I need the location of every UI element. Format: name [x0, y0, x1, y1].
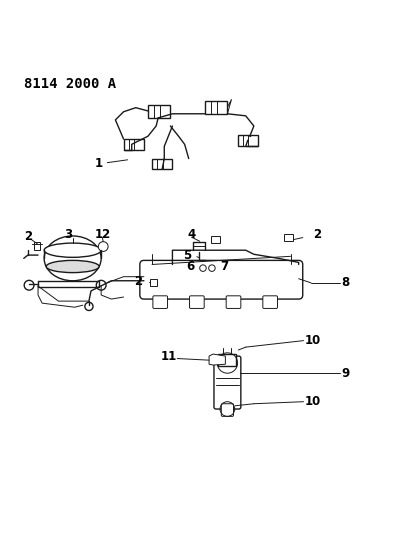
Text: 2: 2	[133, 274, 142, 288]
Circle shape	[98, 241, 108, 252]
Text: 1: 1	[95, 157, 103, 171]
Polygon shape	[209, 354, 225, 365]
FancyBboxPatch shape	[204, 101, 227, 114]
FancyBboxPatch shape	[226, 296, 240, 309]
Ellipse shape	[44, 236, 101, 281]
Text: 5: 5	[183, 249, 191, 262]
FancyBboxPatch shape	[148, 105, 170, 118]
FancyBboxPatch shape	[221, 403, 233, 416]
Text: 8: 8	[341, 276, 349, 289]
Text: 4: 4	[187, 228, 195, 241]
FancyBboxPatch shape	[189, 296, 204, 309]
Text: 6: 6	[185, 260, 193, 273]
Text: 9: 9	[341, 367, 349, 379]
Ellipse shape	[46, 261, 99, 272]
FancyBboxPatch shape	[123, 139, 144, 150]
FancyBboxPatch shape	[34, 242, 40, 250]
Circle shape	[24, 280, 34, 290]
FancyBboxPatch shape	[213, 356, 240, 409]
Ellipse shape	[44, 243, 101, 257]
Text: 10: 10	[304, 395, 320, 408]
FancyBboxPatch shape	[218, 354, 236, 366]
Text: 3: 3	[64, 228, 72, 241]
FancyBboxPatch shape	[211, 236, 220, 243]
FancyBboxPatch shape	[152, 159, 172, 169]
Text: 11: 11	[160, 350, 176, 364]
FancyBboxPatch shape	[284, 234, 293, 241]
FancyBboxPatch shape	[139, 261, 302, 299]
Text: 2: 2	[24, 230, 32, 243]
Text: 10: 10	[304, 334, 320, 347]
Text: 7: 7	[220, 260, 228, 273]
Text: 2: 2	[312, 228, 320, 241]
FancyBboxPatch shape	[153, 296, 167, 309]
Text: 12: 12	[94, 228, 110, 241]
Circle shape	[208, 265, 215, 271]
Circle shape	[96, 280, 106, 290]
FancyBboxPatch shape	[150, 279, 157, 286]
Circle shape	[85, 302, 93, 311]
FancyBboxPatch shape	[262, 296, 277, 309]
FancyBboxPatch shape	[237, 135, 257, 147]
Circle shape	[199, 265, 206, 271]
Text: 8114 2000 A: 8114 2000 A	[24, 77, 116, 91]
